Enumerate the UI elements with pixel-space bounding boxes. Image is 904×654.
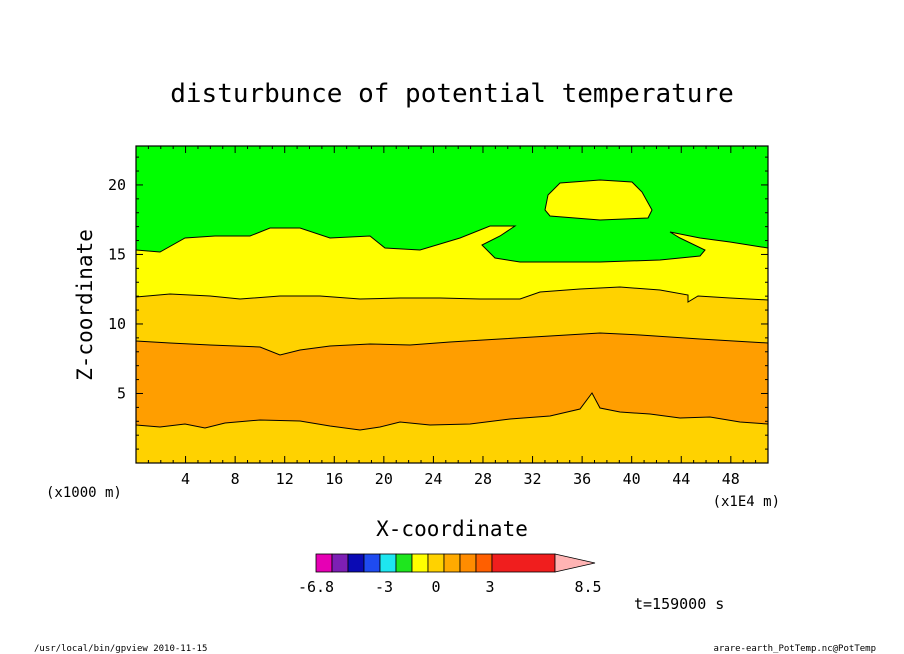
x-axis-label: X-coordinate xyxy=(376,517,528,541)
y-tick-label: 10 xyxy=(108,315,126,333)
contour-lines xyxy=(135,179,769,431)
contour-line-orange xyxy=(135,332,769,356)
y-tick-label: 5 xyxy=(117,384,126,402)
x-tick-label: 12 xyxy=(276,470,294,488)
y-axis-unit: (x1000 m) xyxy=(46,485,122,501)
contour-line-upper xyxy=(135,225,769,263)
y-tick-label: 15 xyxy=(108,245,126,263)
colorbar-segment xyxy=(427,553,445,573)
colorbar-tick-label: 0 xyxy=(431,578,440,596)
y-tick-label: 20 xyxy=(108,176,126,194)
colorbar-segment xyxy=(491,553,556,573)
colorbar-tick-label: 8.5 xyxy=(574,578,601,596)
x-axis-unit: (x1E4 m) xyxy=(713,494,780,510)
x-tick-label: 36 xyxy=(573,470,591,488)
colorbar-segment xyxy=(475,553,493,573)
colorbar-segment xyxy=(315,553,333,573)
x-tick-label: 32 xyxy=(524,470,542,488)
colorbar-arrow xyxy=(554,553,596,573)
plot-frame xyxy=(135,145,769,464)
contour-region-yellow-island xyxy=(545,180,652,220)
footer-left: /usr/local/bin/gpview 2010-11-15 xyxy=(34,644,207,654)
x-tick-label: 40 xyxy=(623,470,641,488)
colorbar-tick-label: 3 xyxy=(485,578,494,596)
x-tick-label: 16 xyxy=(325,470,343,488)
x-tick-label: 24 xyxy=(424,470,442,488)
colorbar-tick-labels: -6.8 -3 0 3 8.5 xyxy=(298,578,602,596)
contour-line-lower xyxy=(135,392,769,431)
x-tick-label: 44 xyxy=(672,470,690,488)
colorbar-tick-label: -3 xyxy=(375,578,393,596)
chart-title: disturbunce of potential temperature xyxy=(170,79,734,109)
x-tick-label: 8 xyxy=(231,470,240,488)
colorbar-segment xyxy=(443,553,461,573)
x-tick-label: 48 xyxy=(722,470,740,488)
colorbar-segment xyxy=(395,553,413,573)
x-tick-label: 28 xyxy=(474,470,492,488)
contour-line-gold xyxy=(135,286,769,303)
colorbar-segment xyxy=(459,553,477,573)
contour-line-island xyxy=(544,179,653,221)
colorbar-segment xyxy=(331,553,349,573)
colorbar-segment xyxy=(411,553,429,573)
x-tick-label: 20 xyxy=(375,470,393,488)
colorbar-segment xyxy=(347,553,365,573)
colorbar-segment xyxy=(379,553,397,573)
colorbar-tick-label: -6.8 xyxy=(298,578,334,596)
footer-right: arare-earth_PotTemp.nc@PotTemp xyxy=(713,644,876,654)
x-tick-label: 4 xyxy=(181,470,190,488)
y-axis-label: Z-coordinate xyxy=(73,229,97,381)
colorbar-segment xyxy=(363,553,381,573)
colorbar xyxy=(315,553,596,573)
time-label: t=159000 s xyxy=(634,595,724,613)
